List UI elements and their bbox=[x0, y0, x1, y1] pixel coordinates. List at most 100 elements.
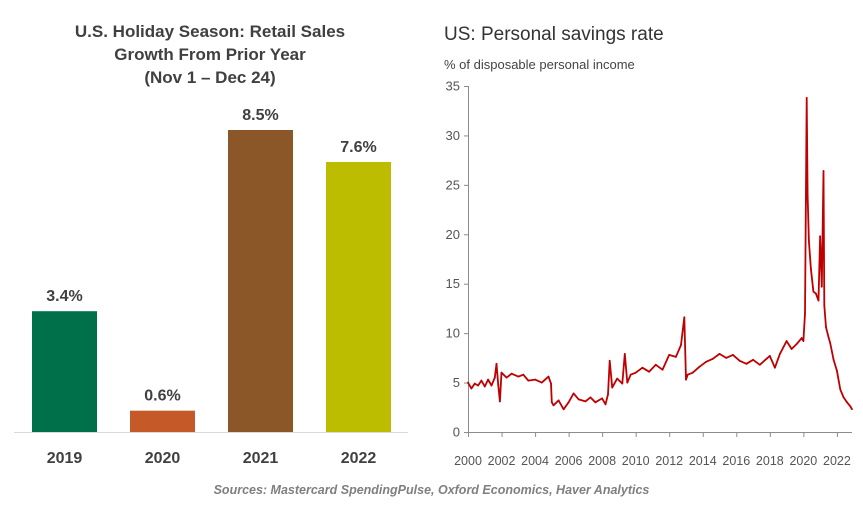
retail-sales-title-line-2: Growth From Prior Year bbox=[114, 45, 306, 64]
savings-rate-point bbox=[680, 344, 682, 346]
savings-rate-point bbox=[547, 375, 550, 378]
x-tick-label-2022: 2022 bbox=[823, 454, 851, 468]
x-tick-label-2020: 2020 bbox=[789, 454, 817, 468]
savings-rate-point bbox=[685, 378, 687, 381]
bar-value-label-2022: 7.6% bbox=[340, 139, 376, 156]
savings-rate-point bbox=[483, 385, 486, 388]
x-tick-label-2002: 2002 bbox=[488, 454, 516, 468]
savings-rate-point bbox=[493, 376, 496, 379]
savings-rate-point bbox=[497, 383, 500, 386]
savings-rate-point bbox=[552, 404, 555, 407]
y-tick-label-20: 20 bbox=[446, 227, 460, 242]
savings-rate-point bbox=[752, 358, 754, 361]
bar-2021 bbox=[228, 130, 293, 432]
savings-rate-point bbox=[654, 363, 657, 366]
savings-rate-point bbox=[758, 363, 761, 366]
savings-rate-point bbox=[473, 382, 476, 385]
savings-rate-point bbox=[790, 348, 793, 350]
bar-value-label-2019: 3.4% bbox=[46, 288, 82, 305]
savings-rate-point bbox=[691, 371, 694, 374]
savings-rate-point bbox=[820, 285, 823, 288]
savings-rate-point bbox=[661, 368, 664, 371]
savings-rate-point bbox=[584, 400, 587, 403]
y-tick-label-15: 15 bbox=[446, 276, 460, 291]
savings-rate-point bbox=[505, 376, 508, 379]
savings-rate-point bbox=[849, 405, 852, 408]
savings-rate-point bbox=[827, 336, 830, 338]
savings-rate-point bbox=[842, 396, 845, 399]
bar-2022 bbox=[326, 161, 391, 432]
savings-rate-point bbox=[557, 399, 560, 402]
savings-rate-point bbox=[675, 355, 677, 358]
savings-rate-point bbox=[534, 378, 536, 381]
savings-rate-point bbox=[611, 386, 614, 389]
savings-rate-point bbox=[517, 375, 520, 378]
y-tick-label-5: 5 bbox=[453, 375, 460, 390]
savings-rate-point bbox=[765, 357, 768, 360]
savings-rate-point bbox=[725, 356, 728, 359]
savings-rate-point bbox=[817, 299, 820, 302]
savings-rate-point bbox=[839, 388, 842, 391]
savings-rate-point bbox=[686, 373, 689, 376]
savings-rate-point bbox=[851, 408, 853, 411]
category-label-2021: 2021 bbox=[243, 450, 279, 467]
savings-rate-chart-subtitle: % of disposable personal income bbox=[444, 57, 635, 72]
savings-rate-point bbox=[607, 393, 609, 396]
x-tick-label-2016: 2016 bbox=[722, 454, 750, 468]
savings-rate-point bbox=[629, 373, 632, 376]
retail-sales-title-line-1: U.S. Holiday Season: Retail Sales bbox=[74, 22, 346, 41]
savings-rate-point bbox=[668, 353, 671, 356]
savings-rate-point bbox=[806, 193, 809, 196]
savings-rate-point bbox=[785, 340, 788, 342]
savings-rate-point bbox=[467, 381, 469, 384]
sources-footnote: Sources: Mastercard SpendingPulse, Oxfor… bbox=[213, 483, 650, 497]
x-tick-label-2010: 2010 bbox=[622, 454, 650, 468]
savings-rate-point bbox=[562, 408, 565, 411]
category-label-2022: 2022 bbox=[341, 450, 377, 467]
savings-rate-chart: US: Personal savings rate % of disposabl… bbox=[420, 0, 863, 480]
savings-rate-point bbox=[572, 392, 575, 395]
retail-sales-chart: U.S. Holiday Season: Retail Sales Growth… bbox=[0, 0, 420, 480]
savings-rate-point bbox=[522, 373, 525, 376]
savings-rate-point bbox=[634, 371, 637, 374]
savings-rate-point bbox=[648, 370, 651, 373]
savings-rate-point bbox=[738, 359, 741, 362]
savings-rate-point bbox=[808, 240, 810, 243]
y-tick-label-25: 25 bbox=[446, 177, 460, 192]
savings-rate-point bbox=[594, 401, 597, 404]
savings-rate-point bbox=[495, 362, 498, 365]
x-tick-label-2006: 2006 bbox=[555, 454, 583, 468]
category-label-2020: 2020 bbox=[145, 450, 181, 467]
y-tick-label-10: 10 bbox=[446, 326, 460, 341]
savings-rate-point bbox=[768, 354, 771, 357]
x-tick-label-2018: 2018 bbox=[756, 454, 784, 468]
savings-rate-point bbox=[616, 377, 619, 380]
savings-rate-point bbox=[498, 400, 501, 403]
savings-rate-point bbox=[802, 340, 805, 342]
savings-rate-point bbox=[470, 387, 473, 390]
savings-rate-point bbox=[577, 398, 580, 401]
savings-rate-point bbox=[623, 353, 626, 355]
retail-sales-bar-plot: 3.4% 2019 0.6% 2020 8.5% 2021 7.6% 2022 bbox=[14, 107, 408, 467]
savings-rate-point bbox=[832, 358, 835, 361]
savings-rate-point bbox=[604, 403, 607, 406]
savings-rate-point bbox=[621, 382, 624, 385]
savings-rate-point bbox=[718, 353, 721, 355]
savings-rate-point bbox=[480, 379, 483, 382]
savings-rate-point bbox=[800, 337, 803, 339]
savings-rate-point bbox=[510, 372, 513, 375]
bar-value-label-2021: 8.5% bbox=[242, 107, 278, 124]
y-tick-label-30: 30 bbox=[446, 128, 460, 143]
savings-rate-point bbox=[698, 365, 701, 368]
savings-rate-point bbox=[567, 401, 570, 404]
bar-2020 bbox=[130, 410, 195, 432]
savings-rate-point bbox=[812, 290, 815, 293]
savings-rate-point bbox=[822, 170, 825, 172]
x-tick-label-2004: 2004 bbox=[521, 454, 549, 468]
savings-rate-point bbox=[825, 326, 827, 329]
retail-sales-chart-title: U.S. Holiday Season: Retail Sales Growth… bbox=[18, 20, 402, 89]
savings-rate-point bbox=[550, 382, 552, 385]
savings-rate-point bbox=[683, 316, 686, 319]
bar-value-label-2020: 0.6% bbox=[144, 388, 180, 405]
savings-rate-point bbox=[795, 343, 798, 345]
